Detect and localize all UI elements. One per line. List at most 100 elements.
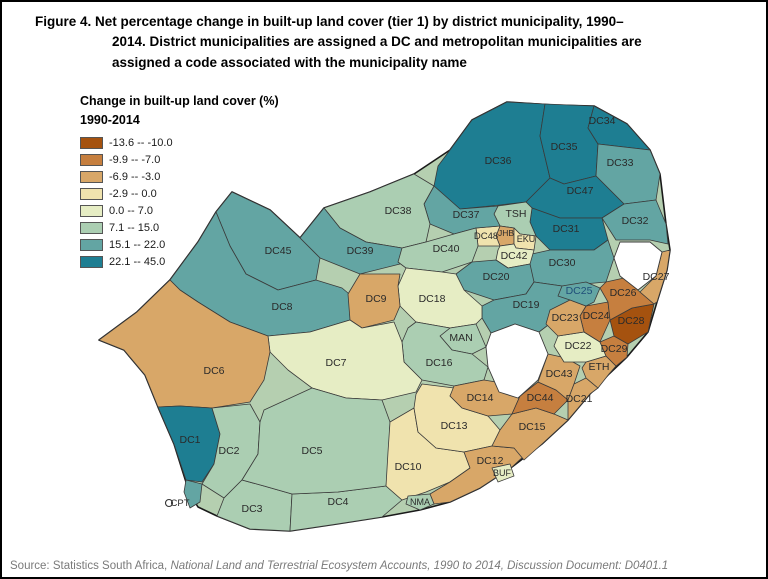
district-label-dc25: DC25 bbox=[566, 285, 593, 297]
district-label-dc32: DC32 bbox=[622, 215, 649, 227]
district-label-dc35: DC35 bbox=[551, 141, 578, 153]
district-label-eth: ETH bbox=[589, 361, 610, 373]
district-label-dc19: DC19 bbox=[513, 299, 540, 311]
district-label-dc43: DC43 bbox=[546, 368, 573, 380]
legend-swatch-6 bbox=[80, 239, 103, 252]
district-label-dc33: DC33 bbox=[607, 157, 634, 169]
legend-row-0: -13.6 -- -10.0 bbox=[80, 135, 279, 152]
district-label-dc29: DC29 bbox=[601, 343, 628, 355]
district-label-jhb: JHB bbox=[498, 228, 514, 238]
district-label-dc30: DC30 bbox=[549, 257, 576, 269]
district-dc6 bbox=[98, 279, 271, 409]
legend-row-5: 7.1 -- 15.0 bbox=[80, 220, 279, 237]
district-label-dc5: DC5 bbox=[301, 445, 322, 457]
eswatini-area bbox=[613, 241, 663, 291]
legend-label-4: 0.0 -- 7.0 bbox=[109, 205, 154, 218]
figure-title-line1: Figure 4. Net percentage change in built… bbox=[35, 14, 624, 29]
source-citation: National Land and Terrestrial Ecosystem … bbox=[170, 560, 669, 572]
district-label-dc15: DC15 bbox=[519, 421, 546, 433]
district-label-dc47: DC47 bbox=[567, 185, 594, 197]
legend-row-7: 22.1 -- 45.0 bbox=[80, 254, 279, 271]
district-label-dc8: DC8 bbox=[271, 301, 292, 313]
source-prefix: Source: Statistics South Africa, bbox=[10, 560, 171, 572]
district-label-dc48: DC48 bbox=[474, 231, 498, 242]
district-label-dc7: DC7 bbox=[325, 357, 346, 369]
district-dc7 bbox=[267, 319, 423, 401]
district-label-dc3: DC3 bbox=[241, 503, 262, 515]
district-label-dc12: DC12 bbox=[477, 455, 504, 467]
legend-rows: -13.6 -- -10.0 -9.9 -- -7.0 -6.9 -- -3.0 -2… bbox=[80, 135, 279, 271]
district-label-buf: BUF bbox=[493, 468, 512, 478]
district-dc32 bbox=[601, 199, 669, 245]
cpt-city-marker bbox=[164, 498, 174, 508]
legend-swatch-1 bbox=[80, 154, 103, 167]
legend-swatch-5 bbox=[80, 222, 103, 235]
legend-label-0: -13.6 -- -10.0 bbox=[109, 137, 173, 150]
district-label-dc22: DC22 bbox=[565, 340, 592, 352]
district-label-dc34: DC34 bbox=[589, 115, 616, 127]
map-legend: Change in built-up land cover (%) 1990-2… bbox=[80, 92, 279, 271]
legend-swatch-7 bbox=[80, 256, 103, 269]
figure-title-line3: assigned a code associated with the muni… bbox=[112, 54, 467, 70]
district-label-dc27: DC27 bbox=[643, 271, 670, 283]
district-label-dc6: DC6 bbox=[203, 365, 224, 377]
legend-title-line1: Change in built-up land cover (%) bbox=[80, 94, 279, 108]
district-label-dc20: DC20 bbox=[483, 271, 510, 283]
district-label-tsh: TSH bbox=[506, 208, 527, 220]
district-label-dc42: DC42 bbox=[501, 250, 528, 262]
district-label-dc1: DC1 bbox=[179, 434, 200, 446]
source-note: Source: Statistics South Africa, Nationa… bbox=[10, 560, 668, 572]
district-dc40 bbox=[397, 227, 479, 273]
district-label-dc14: DC14 bbox=[467, 392, 494, 404]
lesotho-area bbox=[485, 323, 549, 399]
legend-row-6: 15.1 -- 22.0 bbox=[80, 237, 279, 254]
district-label-dc39: DC39 bbox=[347, 245, 374, 257]
district-label-dc28: DC28 bbox=[618, 315, 645, 327]
district-label-nma: NMA bbox=[410, 497, 430, 507]
legend-label-3: -2.9 -- 0.0 bbox=[109, 188, 157, 201]
legend-title-line2: 1990-2014 bbox=[80, 113, 140, 128]
district-dc34 bbox=[587, 105, 651, 151]
legend-swatch-2 bbox=[80, 171, 103, 184]
legend-label-7: 22.1 -- 45.0 bbox=[109, 256, 166, 269]
district-label-dc45: DC45 bbox=[265, 245, 292, 257]
district-label-eku: EKU bbox=[517, 234, 536, 244]
legend-label-1: -9.9 -- -7.0 bbox=[109, 154, 161, 167]
district-label-dc31: DC31 bbox=[553, 223, 580, 235]
district-label-dc2: DC2 bbox=[218, 445, 239, 457]
district-label-dc24: DC24 bbox=[583, 310, 610, 322]
district-dc25 bbox=[557, 281, 601, 307]
district-label-dc16: DC16 bbox=[426, 357, 453, 369]
district-label-dc13: DC13 bbox=[441, 420, 468, 432]
district-label-dc44: DC44 bbox=[527, 392, 554, 404]
district-label-dc4: DC4 bbox=[327, 496, 348, 508]
figure-title: Figure 4. Net percentage change in built… bbox=[35, 12, 735, 73]
district-label-dc9: DC9 bbox=[365, 293, 386, 305]
figure-title-line2: 2014. District municipalities are assign… bbox=[112, 34, 642, 50]
district-label-cpt: CPT bbox=[171, 498, 190, 509]
legend-row-3: -2.9 -- 0.0 bbox=[80, 186, 279, 203]
district-buf bbox=[491, 463, 515, 483]
district-nma bbox=[405, 493, 435, 511]
district-dc43 bbox=[537, 353, 581, 401]
district-label-man: MAN bbox=[449, 332, 472, 344]
legend-row-1: -9.9 -- -7.0 bbox=[80, 152, 279, 169]
district-label-dc40: DC40 bbox=[433, 243, 460, 255]
district-label-dc38: DC38 bbox=[385, 205, 412, 217]
district-label-dc21: DC21 bbox=[566, 393, 593, 405]
legend-swatch-0 bbox=[80, 137, 103, 150]
legend-label-6: 15.1 -- 22.0 bbox=[109, 239, 166, 252]
district-label-dc10: DC10 bbox=[395, 461, 422, 473]
district-label-dc36: DC36 bbox=[485, 155, 512, 167]
legend-row-2: -6.9 -- -3.0 bbox=[80, 169, 279, 186]
legend-swatch-4 bbox=[80, 205, 103, 218]
district-cpt bbox=[183, 479, 203, 509]
legend-label-5: 7.1 -- 15.0 bbox=[109, 222, 160, 235]
district-label-dc26: DC26 bbox=[610, 287, 637, 299]
district-label-dc37: DC37 bbox=[453, 209, 480, 221]
legend-row-4: 0.0 -- 7.0 bbox=[80, 203, 279, 220]
legend-label-2: -6.9 -- -3.0 bbox=[109, 171, 161, 184]
district-label-dc18: DC18 bbox=[419, 293, 446, 305]
